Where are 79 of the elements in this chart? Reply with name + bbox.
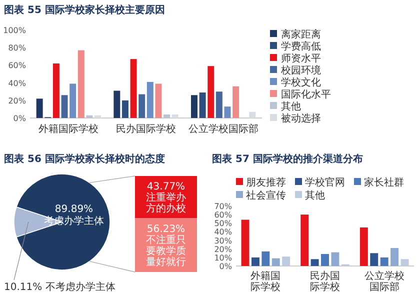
bar (199, 92, 206, 118)
bar (70, 84, 76, 118)
bar (232, 86, 240, 118)
y-tick-label: 40% (8, 78, 26, 88)
bar (164, 114, 170, 118)
y-tick-label: 30% (214, 236, 232, 246)
bar (400, 259, 409, 266)
bar (370, 253, 378, 266)
x-tick-label: 公立学校国际部 (364, 270, 404, 293)
legend-label: 其他 (281, 100, 301, 112)
bar (146, 82, 154, 118)
y-tick-label: 0% (13, 114, 26, 123)
chart-title: 图表 56 国际学校家长择校时的态度 (4, 153, 165, 165)
y-tick-label: 100% (3, 26, 26, 35)
legend-label: 家长社群 (364, 176, 404, 188)
bar (241, 220, 250, 266)
y-tick-label: 20% (214, 244, 232, 254)
x-tick-label: 公立学校国际部 (188, 123, 258, 135)
y-tick-label: 20% (8, 96, 26, 106)
bar (249, 112, 256, 118)
bar (216, 92, 222, 118)
bar (390, 248, 399, 266)
data-label: 89.89% (54, 204, 94, 215)
bar (262, 251, 270, 266)
bar (208, 66, 214, 118)
pie-slice (16, 174, 110, 270)
legend-label: 学费高低 (281, 40, 321, 52)
bar (94, 115, 102, 118)
data-label: 56.23% (146, 224, 186, 236)
bar (282, 256, 290, 266)
bar (310, 259, 319, 266)
bar (300, 214, 309, 266)
bar (360, 227, 368, 266)
bar (61, 95, 68, 118)
legend-label: 被动选择 (281, 112, 321, 124)
legend-label: 师资水平 (281, 52, 321, 64)
bar (138, 94, 146, 118)
legend-label: 校园环境 (280, 64, 321, 76)
bar (122, 100, 128, 118)
data-label: 43.77% (146, 182, 186, 193)
bar (114, 90, 120, 118)
legend-label: 其他 (305, 190, 325, 202)
bar (190, 95, 198, 118)
x-tick-label: 外籍国际学校 (250, 270, 281, 293)
bar (321, 254, 329, 266)
chart-title: 图表 55 国际学校家长择校主要原因 (4, 4, 165, 16)
bar (155, 84, 162, 118)
bar (272, 258, 280, 266)
y-tick-label: 50% (214, 219, 232, 228)
bar (86, 115, 93, 118)
x-tick-label: 民办国际学校 (310, 270, 340, 293)
bar (251, 257, 260, 266)
chart-title: 图表 57 国际学校的推介渠道分布 (212, 153, 363, 165)
series-label: 不注重只要教学质量好就行 (146, 234, 186, 268)
y-tick-label: 60% (8, 61, 26, 70)
legend-label: 国际化水平 (281, 88, 331, 100)
legend-label: 社会宣传 (246, 190, 286, 202)
bar (130, 59, 137, 118)
bar (331, 252, 340, 266)
bar (52, 63, 60, 118)
slice-label: 10.11% 不考虑办学主体 (4, 281, 116, 293)
y-tick-label: 0% (219, 262, 232, 271)
y-tick-label: 70% (214, 202, 232, 211)
y-tick-label: 60% (214, 210, 232, 220)
bar (78, 50, 84, 118)
legend-label: 学校官网 (305, 176, 345, 188)
y-tick-label: 10% (214, 253, 232, 262)
y-tick-label: 80% (8, 44, 26, 53)
bar (224, 106, 231, 118)
legend-label: 学校文化 (281, 76, 321, 88)
legend-label: 朋友推荐 (246, 176, 286, 188)
x-tick-label: 民办国际学校 (116, 123, 176, 135)
y-tick-label: 40% (214, 228, 232, 237)
bar (172, 114, 178, 118)
series-label: 注重举办方的办校 (146, 192, 186, 215)
x-tick-label: 外籍国际学校 (38, 123, 99, 135)
bar (380, 257, 388, 266)
legend-label: 离家距离 (281, 28, 321, 40)
bar (36, 98, 43, 118)
